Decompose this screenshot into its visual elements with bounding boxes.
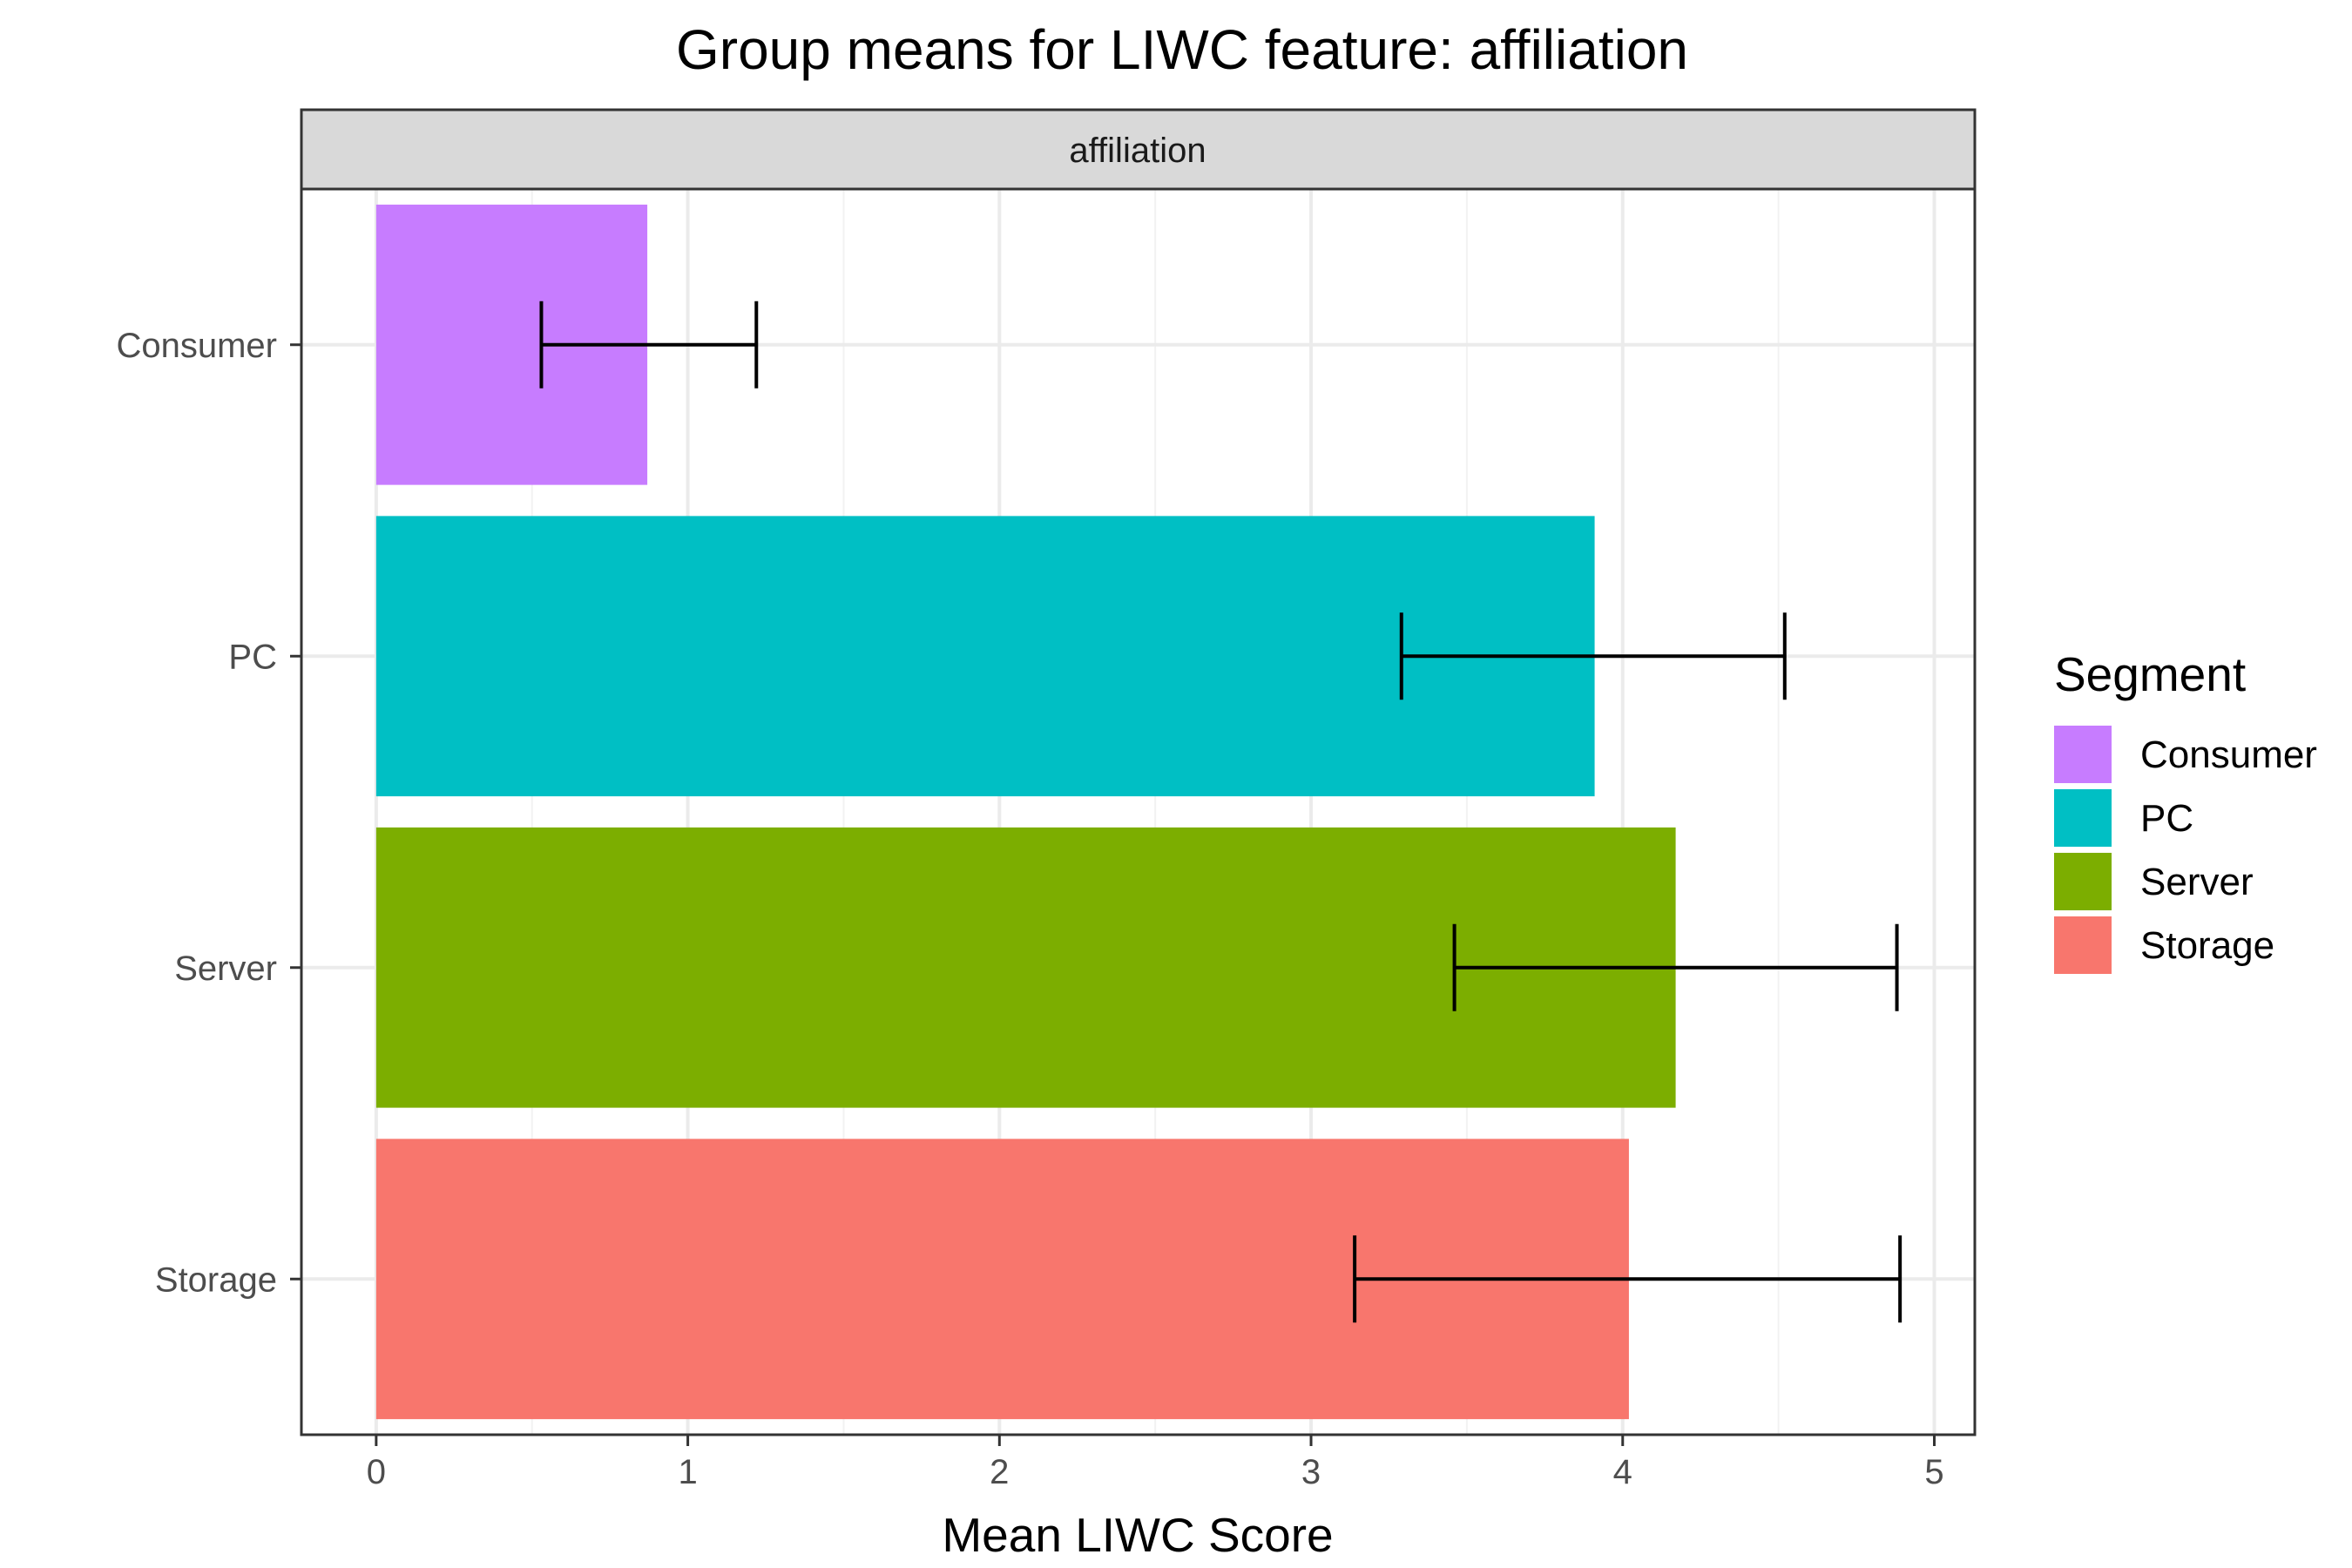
legend-key-pc bbox=[2054, 789, 2112, 847]
error-bar-storage bbox=[1353, 1235, 1903, 1323]
error-bars bbox=[539, 301, 1903, 1323]
x-tick-label: 1 bbox=[678, 1453, 697, 1491]
y-tick-label-storage: Storage bbox=[155, 1260, 277, 1299]
y-tick-label-server: Server bbox=[174, 950, 277, 988]
legend: Segment Consumer PC Server Storage bbox=[2054, 647, 2317, 974]
y-axis: Consumer PC Server Storage bbox=[116, 327, 301, 1299]
legend-label-pc: PC bbox=[2140, 797, 2193, 840]
legend-title: Segment bbox=[2054, 647, 2246, 701]
x-tick-label: 5 bbox=[1924, 1453, 1943, 1491]
error-bar-server bbox=[1452, 923, 1899, 1011]
error-bar-consumer bbox=[539, 301, 759, 389]
facet-strip-label: affiliation bbox=[1069, 132, 1206, 170]
facet-strip bbox=[300, 108, 1977, 191]
legend-key-server bbox=[2054, 853, 2112, 910]
bars bbox=[375, 204, 1676, 1420]
legend-label-server: Server bbox=[2140, 861, 2254, 903]
bar-pc bbox=[375, 516, 1595, 797]
plot-panel-border bbox=[300, 187, 1977, 1436]
error-bar-pc bbox=[1399, 612, 1787, 700]
x-tick-label: 4 bbox=[1613, 1453, 1632, 1491]
x-tick-label: 0 bbox=[367, 1453, 386, 1491]
legend-label-storage: Storage bbox=[2140, 924, 2274, 967]
legend-key-storage bbox=[2054, 916, 2112, 974]
x-tick-label: 2 bbox=[990, 1453, 1009, 1491]
y-tick-label-pc: PC bbox=[228, 638, 277, 676]
legend-key-consumer bbox=[2054, 726, 2112, 783]
chart-title: Group means for LIWC feature: affiliatio… bbox=[676, 18, 1688, 81]
legend-label-consumer: Consumer bbox=[2140, 733, 2317, 776]
x-tick-label: 3 bbox=[1301, 1453, 1321, 1491]
y-tick-label-consumer: Consumer bbox=[116, 327, 277, 365]
x-axis-title: Mean LIWC Score bbox=[942, 1508, 1333, 1562]
x-axis: 0 1 2 3 4 5 bbox=[367, 1435, 1944, 1491]
